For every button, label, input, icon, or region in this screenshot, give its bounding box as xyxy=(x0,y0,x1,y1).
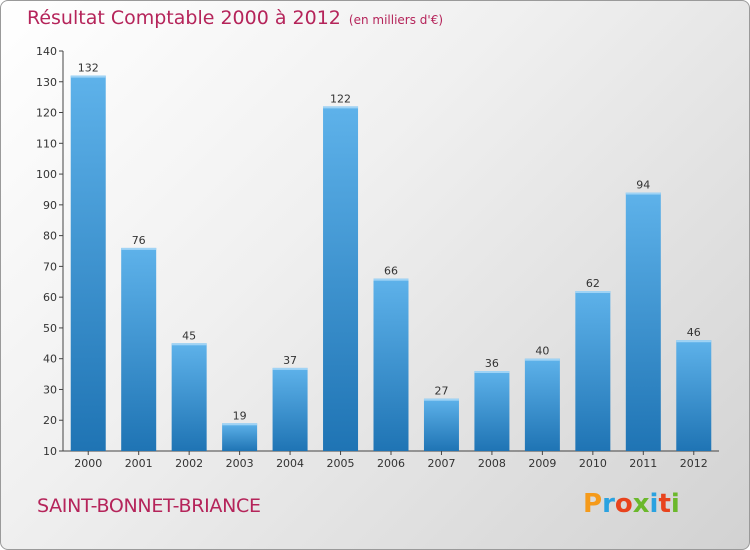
bar-2001 xyxy=(121,247,157,451)
bar-2010 xyxy=(575,291,611,451)
value-label-2006: 66 xyxy=(384,265,398,278)
x-tick-label-2011: 2011 xyxy=(629,457,657,470)
value-label-2012: 46 xyxy=(687,326,701,339)
bar-2007 xyxy=(423,398,459,451)
x-tick-label-2002: 2002 xyxy=(175,457,203,470)
commune-name: SAINT-BONNET-BRIANCE xyxy=(37,495,261,517)
bar-highlight xyxy=(171,343,207,346)
x-tick-label-2006: 2006 xyxy=(377,457,405,470)
chart-title: Résultat Comptable 2000 à 2012 (en millie… xyxy=(27,7,443,29)
logo-letter: r xyxy=(602,489,615,519)
value-label-2005: 122 xyxy=(330,92,351,105)
x-tick-label-2004: 2004 xyxy=(276,457,304,470)
x-tick-label-2005: 2005 xyxy=(327,457,355,470)
bar-2000 xyxy=(70,75,106,451)
bar-2006 xyxy=(373,278,409,451)
bar-highlight xyxy=(222,423,258,426)
logo-letter: x xyxy=(632,489,650,519)
chart-subtitle: (en milliers d'€) xyxy=(348,13,444,27)
y-tick-label: 10 xyxy=(43,445,57,458)
bar-2008 xyxy=(474,371,510,451)
logo-letter: P xyxy=(583,489,603,519)
value-label-2003: 19 xyxy=(233,409,247,422)
bar-2012 xyxy=(676,340,712,451)
bar-2002 xyxy=(171,343,207,451)
logo-letter: t xyxy=(658,489,671,519)
y-tick-label: 110 xyxy=(36,137,57,150)
x-tick-label-2003: 2003 xyxy=(226,457,254,470)
x-tick-label-2009: 2009 xyxy=(528,457,556,470)
value-label-2007: 27 xyxy=(434,385,448,398)
bar-highlight xyxy=(423,398,459,401)
y-tick-label: 70 xyxy=(43,260,57,273)
bar-highlight xyxy=(272,367,308,370)
value-label-2010: 62 xyxy=(586,277,600,290)
y-tick-label: 120 xyxy=(36,107,57,120)
y-tick-label: 90 xyxy=(43,199,57,212)
y-tick-label: 100 xyxy=(36,168,57,181)
x-tick-label-2000: 2000 xyxy=(74,457,102,470)
y-tick-label: 30 xyxy=(43,383,57,396)
x-tick-label-2001: 2001 xyxy=(125,457,153,470)
y-tick-label: 60 xyxy=(43,291,57,304)
y-tick-label: 130 xyxy=(36,76,57,89)
value-label-2004: 37 xyxy=(283,354,297,367)
x-tick-label-2008: 2008 xyxy=(478,457,506,470)
logo-letter: i xyxy=(649,489,659,519)
bar-highlight xyxy=(373,278,409,281)
value-label-2011: 94 xyxy=(636,179,650,192)
bar-2004 xyxy=(272,367,308,451)
x-tick-label-2010: 2010 xyxy=(579,457,607,470)
bar-highlight xyxy=(474,371,510,373)
bar-highlight xyxy=(323,106,359,109)
bar-2005 xyxy=(323,106,359,451)
chart-title-text: Résultat Comptable 2000 à 2012 xyxy=(27,7,341,29)
y-tick-label: 20 xyxy=(43,414,57,427)
bar-highlight xyxy=(575,291,611,293)
bar-highlight xyxy=(121,247,157,250)
value-label-2000: 132 xyxy=(78,62,99,75)
bar-highlight xyxy=(524,358,560,361)
bar-2009 xyxy=(524,358,560,451)
bar-2011 xyxy=(625,192,661,452)
y-tick-label: 80 xyxy=(43,230,57,243)
x-tick-label-2007: 2007 xyxy=(427,457,455,470)
value-label-2002: 45 xyxy=(182,329,196,342)
value-label-2008: 36 xyxy=(485,357,499,370)
y-tick-label: 40 xyxy=(43,353,57,366)
bar-highlight xyxy=(70,75,106,78)
y-tick-label: 140 xyxy=(36,45,57,58)
value-label-2009: 40 xyxy=(535,345,549,358)
bar-highlight xyxy=(676,340,712,343)
proxiti-logo: Proxiti xyxy=(583,489,680,519)
bar-2003 xyxy=(222,423,258,451)
value-label-2001: 76 xyxy=(132,234,146,247)
bar-highlight xyxy=(625,192,661,195)
logo-letter: i xyxy=(670,489,680,519)
logo-letter: o xyxy=(614,489,633,519)
x-tick-label-2012: 2012 xyxy=(680,457,708,470)
y-tick-label: 50 xyxy=(43,322,57,335)
